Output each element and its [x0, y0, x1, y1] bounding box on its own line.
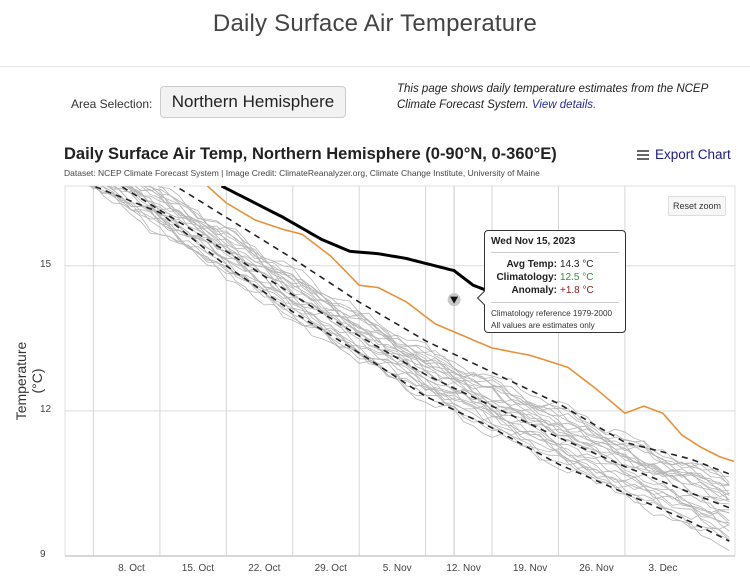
x-tick-label: 15. Oct — [181, 563, 215, 574]
y-tick-label: 12 — [40, 403, 52, 415]
year-line — [157, 186, 730, 501]
series-mean-1979-2000 — [119, 186, 730, 509]
tooltip-row-label: Anomaly: — [511, 285, 557, 296]
page-title: Daily Surface Air Temperature — [212, 10, 538, 37]
tooltip-row-label: Avg Temp: — [506, 259, 557, 270]
tooltip-row-value: 12.5 °C — [560, 272, 594, 283]
x-tick-label: 12. Nov — [446, 563, 481, 574]
year-line — [127, 186, 730, 495]
tooltip-row: Anomaly: +1.8 °C — [491, 284, 619, 297]
marker-group — [447, 293, 461, 307]
tooltip-footer-reference: Climatology reference 1979-2000 — [491, 309, 613, 318]
stat-lines — [91, 186, 730, 542]
year-line — [125, 186, 730, 526]
x-tick-label: 26. Nov — [579, 563, 614, 574]
chart-subtitle: Dataset: NCEP Climate Forecast System | … — [64, 168, 540, 178]
y-axis-title: Temperature (°C) — [13, 341, 45, 421]
info-description: This page shows daily temperature estima… — [397, 83, 708, 111]
year-line — [140, 186, 730, 498]
tooltip-divider — [491, 252, 619, 253]
x-tick-label: 5. Nov — [382, 563, 412, 574]
tooltip: Wed Nov 15, 2023 Avg Temp: 14.3 °C Climato… — [476, 230, 626, 333]
x-tick-label: 8. Oct — [118, 563, 145, 574]
year-line — [110, 186, 730, 514]
tooltip-footer-estimates: All values are estimates only — [491, 320, 595, 330]
export-chart-button[interactable]: Export Chart — [637, 147, 731, 162]
header-divider — [0, 66, 750, 67]
area-selection-label: Area Selection: — [71, 97, 153, 111]
year-line — [120, 186, 730, 505]
year-lines — [87, 186, 730, 551]
export-chart-label: Export Chart — [655, 147, 731, 162]
tooltip-rows: Avg Temp: 14.3 °C Climatology: 12.5 °C Anoma… — [491, 258, 619, 297]
year-line — [143, 186, 730, 477]
tooltip-row: Climatology: 12.5 °C — [491, 271, 619, 284]
year-line — [101, 186, 730, 501]
series-2022-previous — [206, 186, 735, 463]
area-selection-dropdown[interactable]: Northern Hemisphere — [160, 86, 346, 118]
y-tick-label: 9 — [40, 549, 46, 560]
year-line — [130, 186, 730, 496]
hamburger-menu-icon — [637, 149, 649, 160]
year-line — [149, 186, 730, 492]
year-line — [134, 186, 730, 486]
year-line — [105, 186, 730, 522]
year-line — [134, 186, 730, 485]
year-line — [107, 186, 730, 551]
tooltip-row-label: Climatology: — [496, 272, 557, 283]
series--2-sigma — [174, 186, 730, 475]
reset-zoom-button[interactable]: Reset zoom — [668, 196, 726, 216]
x-tick-label: 19. Nov — [512, 563, 548, 574]
highlight-lines — [206, 186, 735, 463]
year-line — [90, 186, 730, 540]
series--2-sigma — [91, 186, 730, 542]
year-line — [128, 186, 730, 502]
tooltip-row: Avg Temp: 14.3 °C — [491, 258, 619, 271]
tooltip-row-value: +1.8 °C — [560, 285, 594, 296]
tooltip-row-value: 14.3 °C — [560, 259, 594, 270]
tooltip-date: Wed Nov 15, 2023 — [491, 236, 576, 247]
view-details-link[interactable]: View details. — [531, 98, 597, 111]
marker-triangle-icon — [450, 296, 459, 304]
y-tick-label: 15 — [40, 258, 52, 270]
info-text: This page shows daily temperature estima… — [397, 82, 717, 113]
year-line — [149, 186, 730, 483]
x-tick-label: 3. Dec — [648, 563, 678, 574]
plot-border — [64, 185, 736, 557]
chart-title: Daily Surface Air Temp, Northern Hemisph… — [64, 145, 557, 163]
grid — [64, 185, 736, 557]
x-tick-label: 29. Oct — [314, 563, 347, 574]
year-line — [112, 186, 730, 511]
x-tick-label: 22. Oct — [248, 563, 281, 574]
year-line — [87, 186, 730, 532]
tooltip-divider — [491, 302, 619, 303]
